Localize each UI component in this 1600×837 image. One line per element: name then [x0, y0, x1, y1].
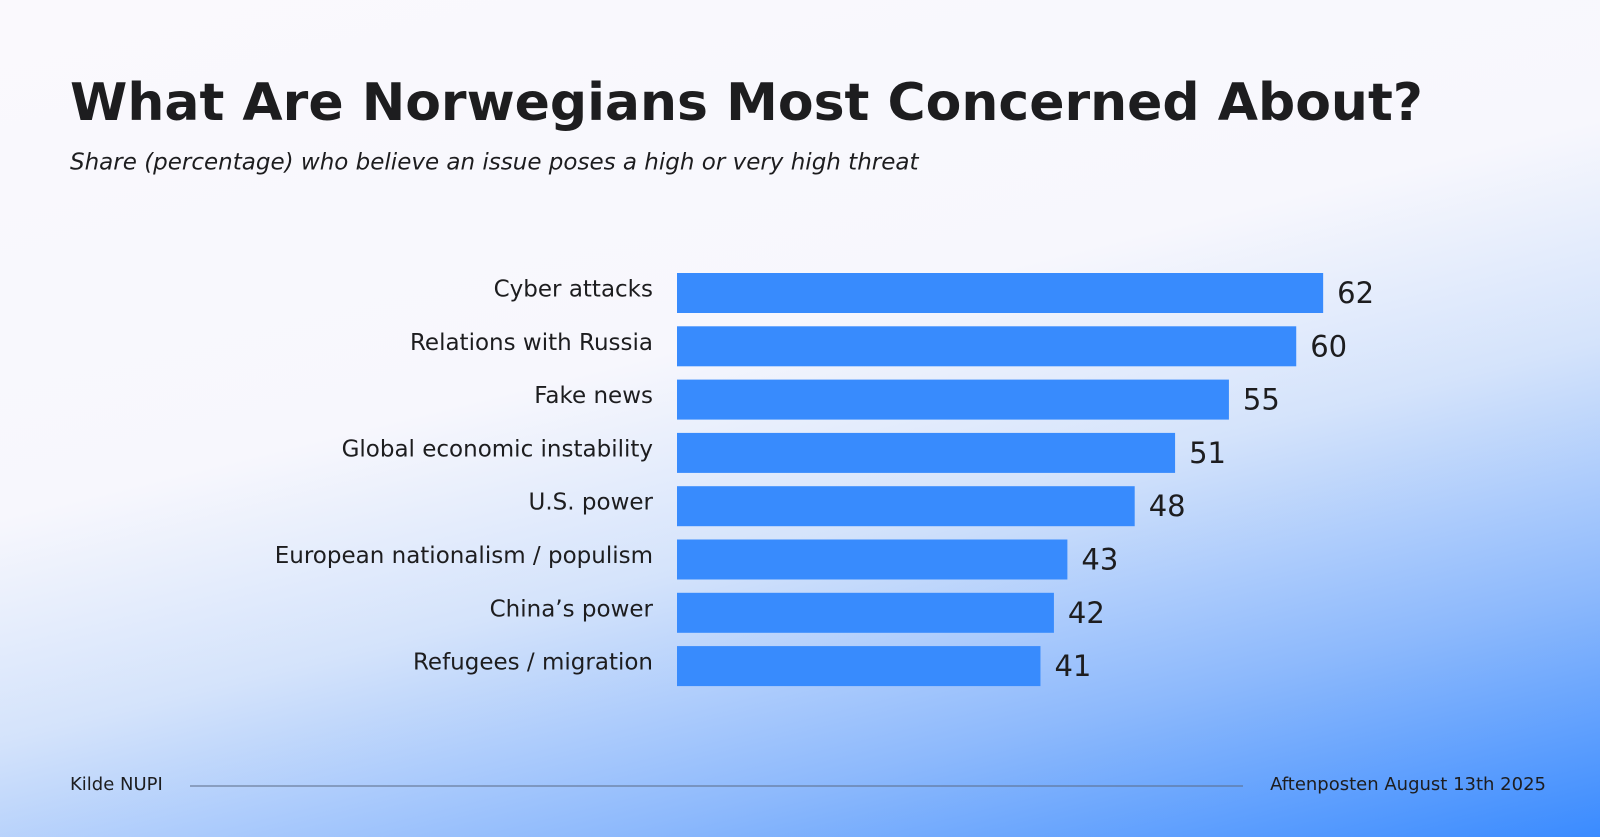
value-label: 60: [1310, 329, 1347, 363]
bar: [677, 539, 1068, 580]
category-label: Cyber attacks: [494, 277, 653, 303]
chart-subtitle: Share (percentage) who believe an issue …: [70, 150, 919, 176]
category-label: Global economic instability: [342, 436, 653, 462]
category-label: European nationalism / populism: [275, 543, 653, 569]
bar: [677, 273, 1324, 313]
source: Kilde NUPI: [70, 774, 163, 795]
bar: [677, 592, 1054, 633]
category-label: China’s power: [490, 596, 654, 622]
value-label: 62: [1337, 276, 1374, 310]
value-label: 43: [1081, 543, 1118, 577]
value-label: 42: [1068, 596, 1105, 630]
bar: [677, 432, 1176, 473]
bar: [677, 379, 1229, 420]
category-label: Relations with Russia: [410, 330, 653, 356]
credit: Aftenposten August 13th 2025: [1270, 774, 1546, 795]
value-label: 41: [1054, 649, 1091, 683]
category-label: Refugees / migration: [413, 650, 653, 676]
value-label: 51: [1189, 436, 1226, 470]
category-label: U.S. power: [529, 490, 654, 516]
chart-title: What Are Norwegians Most Concerned About…: [70, 73, 1423, 133]
value-label: 55: [1243, 383, 1280, 417]
bar: [677, 486, 1135, 527]
bar: [677, 326, 1297, 367]
bar: [677, 646, 1041, 687]
value-label: 48: [1149, 489, 1186, 523]
category-label: Fake news: [534, 383, 653, 409]
